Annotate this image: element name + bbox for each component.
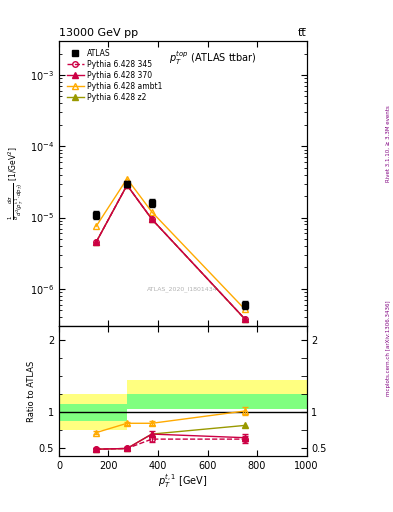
Text: mcplots.cern.ch [arXiv:1306.3436]: mcplots.cern.ch [arXiv:1306.3436] bbox=[386, 301, 391, 396]
Y-axis label: $\frac{1}{\sigma}\frac{d\sigma}{d^2(p_T^{t,1}\!\cdot\! dp_T)}$ [1/GeV$^2$]: $\frac{1}{\sigma}\frac{d\sigma}{d^2(p_T^… bbox=[6, 147, 26, 220]
Bar bbox=[59, 394, 127, 431]
Text: Rivet 3.1.10, ≥ 3.3M events: Rivet 3.1.10, ≥ 3.3M events bbox=[386, 105, 391, 182]
Text: tt̅: tt̅ bbox=[298, 28, 307, 38]
Legend: ATLAS, Pythia 6.428 345, Pythia 6.428 370, Pythia 6.428 ambt1, Pythia 6.428 z2: ATLAS, Pythia 6.428 345, Pythia 6.428 37… bbox=[64, 46, 165, 105]
Y-axis label: Ratio to ATLAS: Ratio to ATLAS bbox=[27, 360, 36, 421]
Bar bbox=[59, 404, 127, 421]
Text: ATLAS_2020_I1801434: ATLAS_2020_I1801434 bbox=[147, 286, 218, 292]
Text: $p_T^{top}$ (ATLAS ttbar): $p_T^{top}$ (ATLAS ttbar) bbox=[169, 50, 256, 68]
X-axis label: $p_T^{t,1}$ [GeV]: $p_T^{t,1}$ [GeV] bbox=[158, 473, 208, 490]
Bar bbox=[127, 380, 307, 398]
Bar bbox=[127, 394, 307, 409]
Text: 13000 GeV pp: 13000 GeV pp bbox=[59, 28, 138, 38]
